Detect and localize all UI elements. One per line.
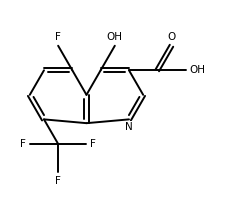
Text: O: O — [167, 32, 176, 42]
Text: F: F — [20, 139, 26, 149]
Text: OH: OH — [107, 32, 123, 42]
Text: F: F — [55, 32, 61, 42]
Text: N: N — [125, 122, 133, 132]
Text: OH: OH — [190, 65, 206, 75]
Text: F: F — [90, 139, 96, 149]
Text: F: F — [55, 176, 61, 186]
